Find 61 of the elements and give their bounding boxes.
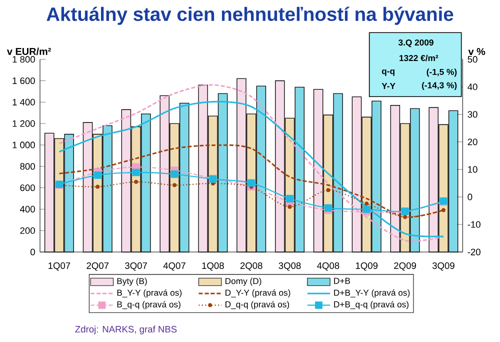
x-tick-label: 2Q08	[240, 262, 262, 271]
y-tick-label: 1 800	[12, 56, 35, 63]
point	[288, 204, 292, 209]
legend-label: B_q-q (pravá os)	[117, 300, 180, 310]
y2-axis-title: v %	[468, 48, 486, 56]
y2-tick-label: -20	[468, 248, 480, 256]
point	[94, 171, 102, 179]
y2-tick-label: 10	[468, 166, 478, 173]
x-tick-label: 3Q07	[125, 262, 147, 271]
point	[170, 170, 178, 178]
y2-tick-label: 30	[468, 111, 478, 118]
x-tick-label: 2Q09	[394, 262, 416, 271]
point	[326, 188, 330, 192]
legend-label: Byty (B)	[117, 278, 147, 286]
point	[441, 208, 446, 212]
annotation: (-1,5 %)	[426, 68, 457, 77]
y-tick-label: 0	[30, 248, 35, 256]
y-tick-label: 200	[20, 227, 35, 234]
point	[96, 184, 100, 189]
legend-label: D_q-q (pravá os)	[226, 300, 290, 310]
annotation: (-14,3 %)	[422, 82, 457, 90]
y-tick-label: 1 000	[12, 142, 35, 148]
legend-label: D+B_Y-Y (pravá os)	[334, 289, 410, 298]
point	[172, 183, 176, 188]
text: 3.Q 2009	[398, 39, 434, 48]
y-axis-title: v EUR/m²	[6, 48, 51, 56]
point	[134, 180, 138, 184]
y2-tick-label: 0	[468, 194, 472, 200]
y2-tick-label: -10	[468, 221, 480, 228]
y-tick-label: 1 200	[12, 120, 35, 127]
x-tick-label: 1Q08	[202, 262, 224, 271]
y-tick-label: 600	[20, 184, 35, 192]
y2-tick-label: 50	[468, 56, 478, 63]
text: Zdroj: NARKS, graf NBS	[75, 326, 177, 334]
legend-label: D+B_q-q (pravá os)	[334, 300, 408, 310]
annotation: 1322 €/m²	[400, 54, 438, 62]
y-tick-label: 800	[20, 163, 35, 170]
x-tick-label: 1Q07	[48, 262, 70, 271]
legend-label: Domy (D)	[226, 278, 262, 286]
y2-tick-label: 20	[468, 138, 478, 146]
x-tick-label: 1Q09	[356, 262, 378, 271]
x-tick-label: 4Q08	[317, 262, 340, 271]
y-tick-label: 1 400	[12, 98, 35, 106]
point	[132, 168, 140, 176]
x-tick-label: 2Q07	[86, 262, 109, 271]
y2-tick-label: 40	[468, 84, 478, 90]
legend-label: D_Y-Y (pravá os)	[226, 289, 290, 298]
annotation: q-q	[382, 69, 394, 76]
chart-title: Aktuálny stav cien nehnuteľností na bývanie	[46, 6, 454, 25]
y-tick-label: 400	[20, 206, 35, 212]
legend-label: D+B	[334, 278, 350, 284]
legend-label: B_Y-Y (pravá os)	[117, 289, 182, 298]
annotation: Y-Y	[382, 83, 396, 89]
x-tick-label: 4Q07	[163, 262, 186, 271]
point	[248, 179, 256, 187]
x-tick-label: 3Q09	[432, 262, 454, 271]
point	[362, 206, 370, 214]
point	[286, 194, 294, 202]
x-tick-label: 3Q08	[278, 262, 301, 271]
point	[364, 202, 369, 206]
y-tick-label: 1 600	[12, 77, 35, 84]
